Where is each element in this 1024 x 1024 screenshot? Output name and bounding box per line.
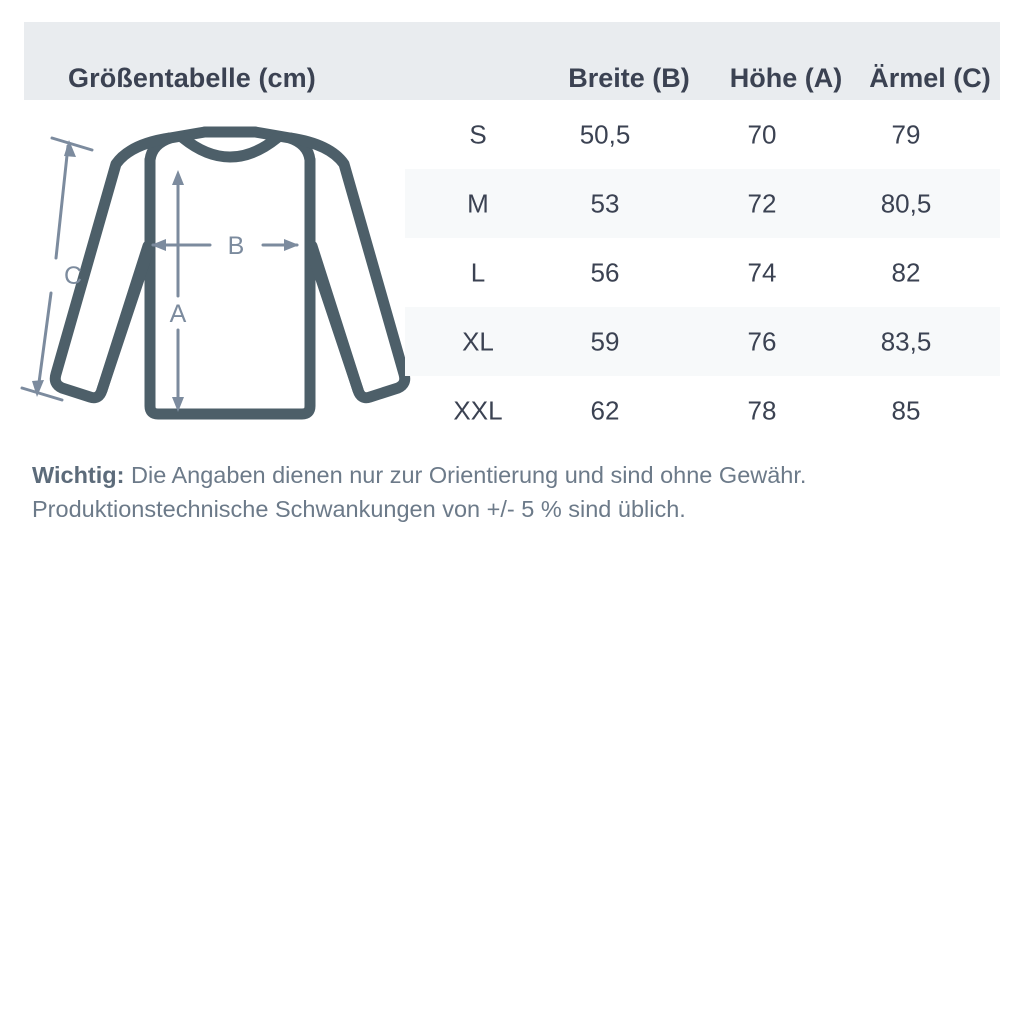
size-table-body: S 50,5 70 79 M 53 72 80,5 L 56 74 82 XL 59 76 83,5 XXL 62… [0, 100, 1024, 446]
table-row: XL 59 76 83,5 [405, 307, 1000, 376]
height-arrowhead-bottom [172, 397, 184, 412]
cell-width: 62 [590, 395, 620, 425]
longsleeve-shirt-measurement-diagram: B A C [20, 118, 420, 438]
table-row: M 53 72 80,5 [405, 169, 1000, 238]
cell-sleeve: 83,5 [880, 326, 932, 356]
column-header-width: Breite (B) [568, 63, 690, 93]
table-row: XXL 62 78 85 [405, 376, 1000, 445]
cell-sleeve: 82 [891, 257, 921, 287]
column-header-height: Höhe (A) [729, 63, 843, 93]
width-arrowhead-left [151, 239, 166, 251]
height-arrowhead-top [172, 170, 184, 185]
cell-height: 70 [747, 119, 777, 149]
column-header-sleeve: Ärmel (C) [869, 63, 991, 93]
cell-height: 78 [747, 395, 777, 425]
table-row: L 56 74 82 [405, 238, 1000, 307]
disclaimer-note: Wichtig: Die Angaben dienen nur zur Orie… [32, 458, 992, 526]
width-arrowhead-right [284, 239, 299, 251]
cell-height: 74 [747, 257, 777, 287]
disclaimer-line-2: Produktionstechnische Schwankungen von +… [32, 496, 686, 522]
sleeve-tick-bottom [20, 386, 64, 402]
width-dimension-label: B [228, 232, 245, 260]
table-row: S 50,5 70 79 [405, 100, 1000, 169]
cell-width: 53 [590, 188, 620, 218]
sleeve-arrowhead-top [64, 140, 76, 157]
cell-size: M [467, 188, 489, 218]
sleeve-tick-top [50, 136, 94, 152]
cell-size: XXL [453, 395, 503, 425]
cell-width: 59 [590, 326, 620, 356]
table-header-band: Größentabelle (cm) Breite (B) Höhe (A) Ä… [24, 22, 1000, 100]
cell-width: 56 [590, 257, 620, 287]
cell-sleeve: 80,5 [880, 188, 932, 218]
cell-sleeve: 85 [891, 395, 921, 425]
cell-size: S [469, 119, 487, 149]
cell-height: 76 [747, 326, 777, 356]
sleeve-arrowhead-bottom [32, 380, 44, 397]
cell-sleeve: 79 [891, 119, 921, 149]
cell-height: 72 [747, 188, 777, 218]
sleeve-dimension-label: C [64, 262, 82, 290]
height-dimension-label: A [170, 300, 187, 328]
sleeve-dimension-line-top [54, 144, 70, 260]
disclaimer-lead: Wichtig: [32, 462, 125, 488]
sleeve-dimension-line-bottom [36, 291, 53, 392]
page-title: Größentabelle (cm) [68, 63, 316, 93]
cell-width: 50,5 [579, 119, 631, 149]
cell-size: L [470, 257, 486, 287]
cell-size: XL [462, 326, 494, 356]
disclaimer-line-1: Die Angaben dienen nur zur Orientierung … [124, 462, 807, 488]
